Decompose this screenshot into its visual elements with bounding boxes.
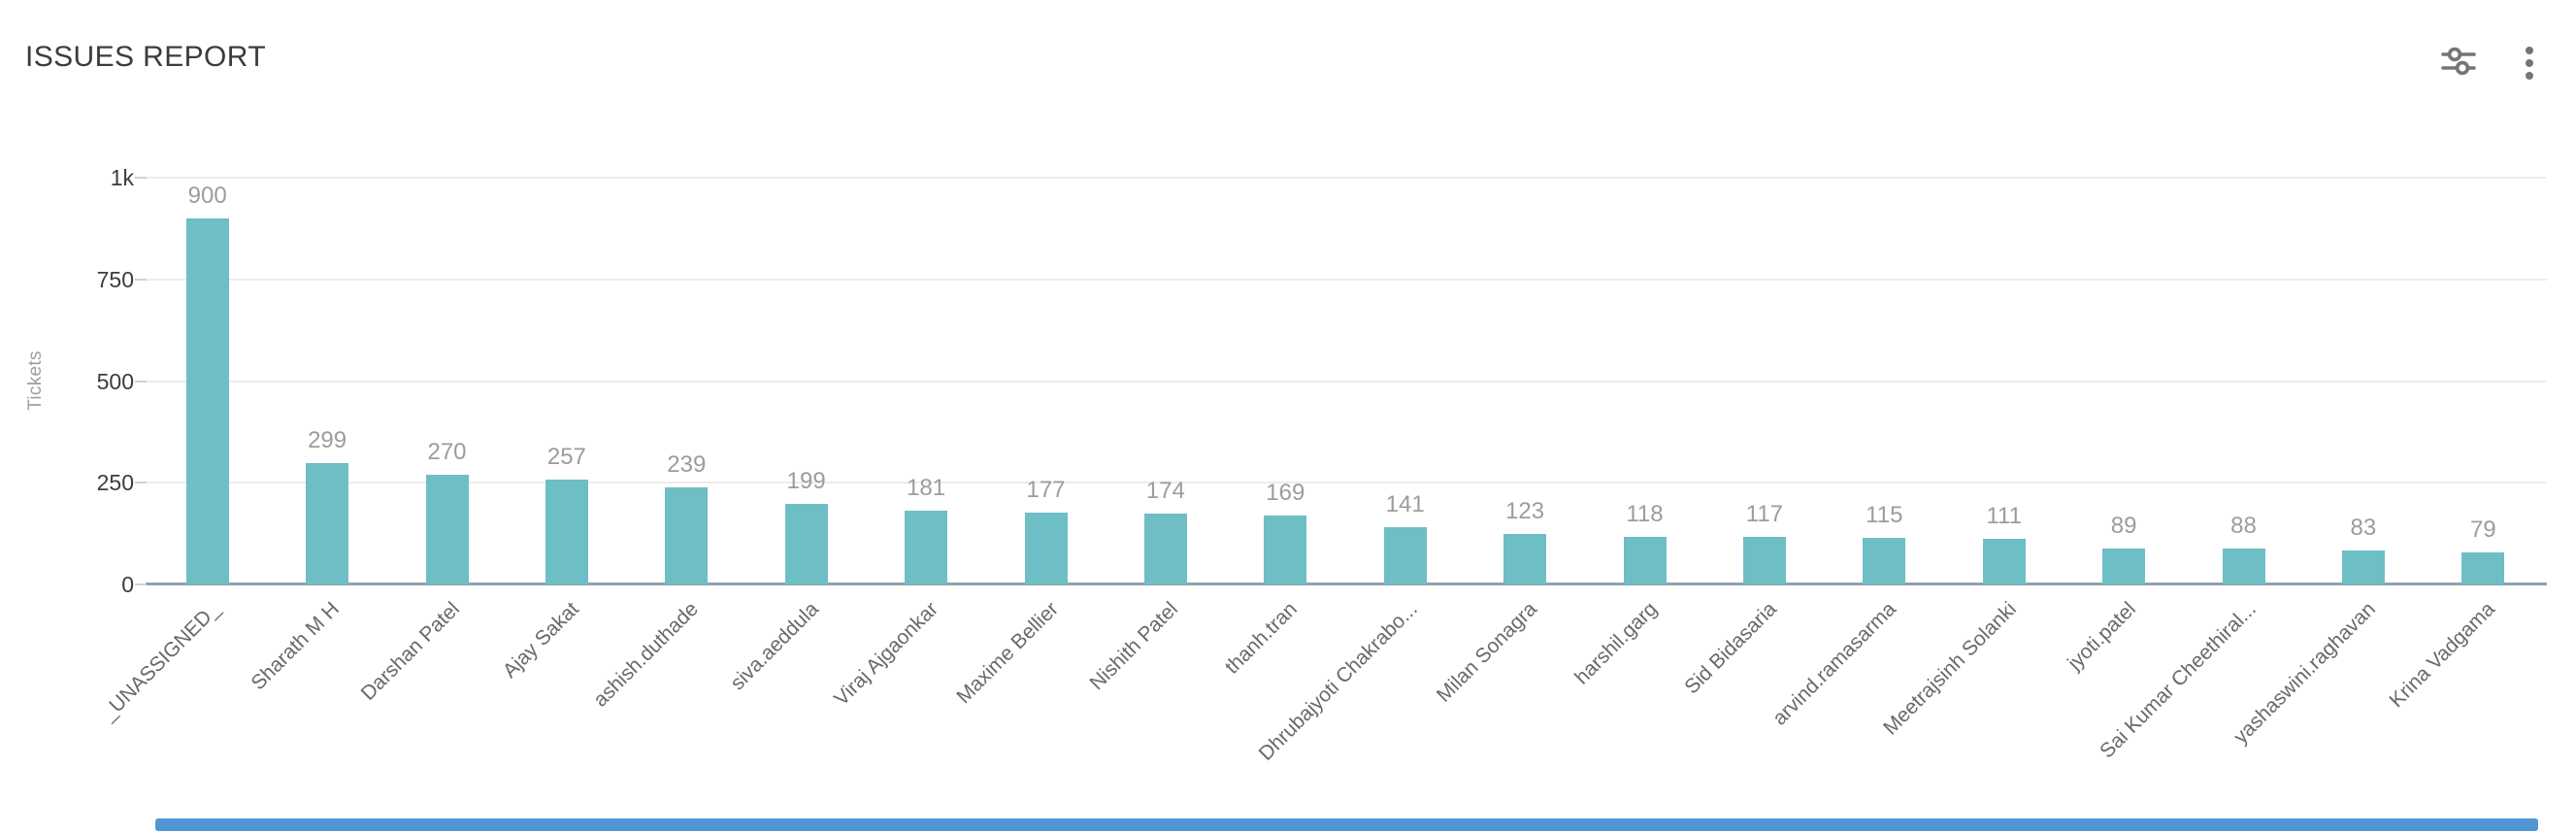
bar[interactable] [2222, 549, 2265, 584]
y-axis-tick [135, 583, 147, 585]
bar-value-label: 118 [1626, 501, 1664, 527]
bar-value-label: 117 [1745, 501, 1784, 527]
bar[interactable] [1623, 537, 1667, 584]
x-axis-label: Krina Vadgama [2385, 597, 2500, 713]
bar-value-label: 270 [427, 439, 467, 465]
x-axis-label: Sai Kumar Cheethiral... [2095, 597, 2261, 763]
bar-value-label: 169 [1266, 480, 1305, 506]
bar[interactable] [1143, 514, 1187, 584]
x-axis-label: Darshan Patel [356, 597, 464, 706]
bar[interactable] [185, 218, 229, 584]
x-axis-label: arvind.ramasarma [1768, 597, 1901, 730]
gridline [146, 177, 2547, 179]
bar[interactable] [1863, 538, 1906, 584]
x-axis-label: siva.aeddula [726, 597, 823, 695]
bar[interactable] [306, 463, 349, 584]
bar-value-label: 181 [907, 475, 946, 501]
x-axis-label: _UNASSIGNED_ [96, 597, 224, 725]
y-axis-tick-label: 250 [96, 470, 134, 496]
x-axis-line [146, 583, 2547, 585]
bar[interactable] [1024, 513, 1068, 584]
x-axis-label: yashaswini.raghavan [2229, 597, 2380, 749]
bar-value-label: 299 [308, 427, 347, 453]
bar[interactable] [1503, 534, 1547, 584]
bar[interactable] [905, 511, 948, 584]
y-axis-tick [135, 380, 147, 383]
bar-value-label: 89 [2110, 513, 2137, 539]
bar-value-label: 79 [2469, 516, 2496, 543]
x-axis-label: Meetrajsinh Solanki [1878, 597, 2021, 740]
bar-value-label: 115 [1866, 502, 1903, 528]
sliders-icon [2436, 39, 2479, 82]
bar-value-label: 123 [1505, 498, 1545, 524]
bar[interactable] [2341, 550, 2385, 584]
bar[interactable] [665, 487, 709, 584]
bar[interactable] [2102, 549, 2146, 584]
x-axis-label: Maxime Bellier [951, 597, 1063, 709]
bar-value-label: 88 [2230, 513, 2257, 539]
gridline [146, 482, 2547, 484]
bar[interactable] [784, 504, 828, 584]
x-axis-label: Milan Sonagra [1433, 597, 1542, 707]
bar[interactable] [2461, 552, 2505, 584]
gridline [146, 380, 2547, 383]
bar[interactable] [1264, 516, 1307, 584]
bar-value-label: 83 [2350, 515, 2377, 541]
x-axis-label: Nishith Patel [1085, 597, 1182, 695]
x-axis-label: ashish.duthade [589, 597, 704, 712]
bar-value-label: 199 [786, 468, 826, 494]
bar-value-label: 141 [1385, 491, 1425, 517]
filter-sliders-button[interactable] [2436, 39, 2479, 82]
x-axis-label: Viraj Ajgaonkar [830, 597, 943, 711]
x-axis-label: thanh.tran [1221, 597, 1303, 679]
bar[interactable] [1982, 539, 2026, 584]
x-axis-label: Dhrubajyoti Chakrabo... [1254, 597, 1422, 765]
bar-value-label: 174 [1145, 478, 1185, 504]
more-options-button[interactable] [2504, 39, 2547, 82]
y-axis-tick-label: 1k [110, 165, 134, 190]
bar-value-label: 177 [1026, 477, 1066, 503]
bar-value-label: 111 [1986, 503, 2022, 529]
bar[interactable] [1742, 537, 1786, 584]
x-axis-label: jyoti.patel [2064, 597, 2141, 675]
x-axis-label: harshil.garg [1569, 597, 1662, 689]
bar-value-label: 900 [187, 183, 227, 209]
bar[interactable] [1383, 527, 1427, 584]
kebab-menu-icon [2504, 39, 2547, 82]
y-axis-tick [135, 482, 147, 484]
x-axis-label: Ajay Sakat [498, 597, 583, 683]
gridline [146, 278, 2547, 281]
bar-value-label: 257 [546, 444, 586, 470]
horizontal-scrollbar[interactable] [155, 818, 2538, 831]
bar[interactable] [545, 480, 588, 584]
page-title: ISSUES REPORT [25, 41, 267, 73]
x-axis-label: Sid Bidasaria [1680, 597, 1781, 699]
y-axis-tick-label: 500 [96, 368, 134, 394]
bar[interactable] [425, 475, 469, 584]
y-axis-tick-label: 750 [96, 266, 134, 292]
bar-value-label: 239 [667, 451, 707, 478]
y-axis-tick-label: 0 [121, 572, 134, 597]
x-axis-label: Sharath M H [247, 597, 345, 695]
y-axis-tick [135, 177, 147, 179]
y-axis-tick [135, 278, 147, 281]
